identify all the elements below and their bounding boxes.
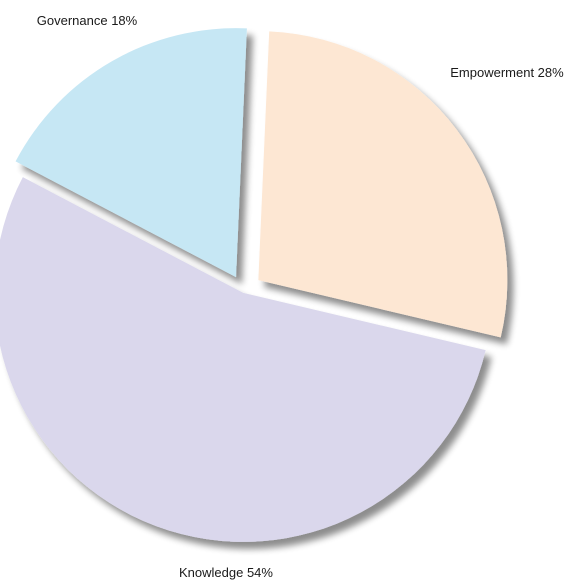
pie-slice-governance [15,28,247,278]
pie-slice-knowledge [0,177,486,542]
pie-label-empowerment: Empowerment 28% [450,65,564,80]
pie-label-governance: Governance 18% [37,13,138,28]
pie-slices [0,28,508,542]
pie-labels: Empowerment 28% Knowledge 54% Governance 1… [37,13,564,580]
pie-slice-empowerment [258,31,508,338]
pie-label-knowledge: Knowledge 54% [179,565,273,580]
